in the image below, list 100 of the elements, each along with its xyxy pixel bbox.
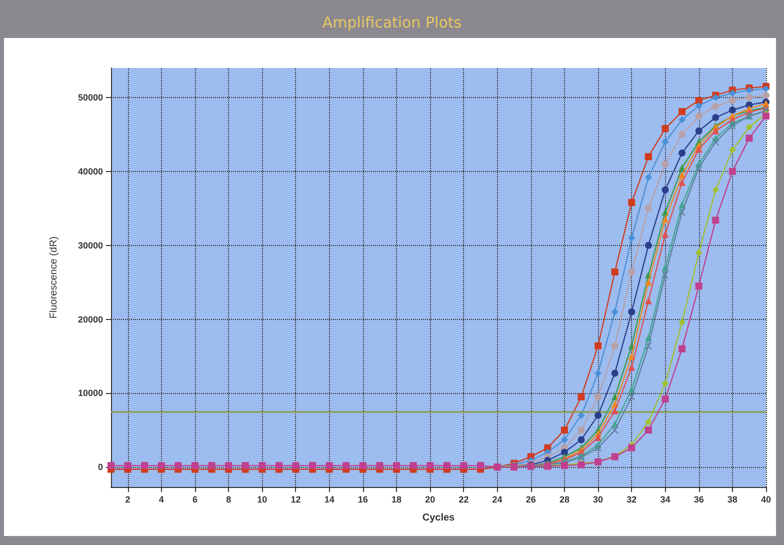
point bbox=[712, 138, 720, 146]
point bbox=[712, 102, 720, 110]
point bbox=[712, 114, 720, 122]
point bbox=[309, 462, 316, 470]
point bbox=[728, 146, 736, 154]
point bbox=[678, 149, 686, 156]
point bbox=[695, 112, 702, 120]
point bbox=[594, 412, 602, 419]
point bbox=[460, 462, 468, 470]
point bbox=[258, 462, 266, 470]
point bbox=[662, 271, 669, 278]
point bbox=[426, 462, 434, 470]
x-tick-label: 8 bbox=[226, 494, 232, 504]
x-tick-label: 2 bbox=[125, 494, 130, 504]
x-tick-label: 38 bbox=[727, 494, 738, 504]
point bbox=[476, 462, 484, 470]
x-tick-label: 32 bbox=[626, 494, 637, 504]
x-tick-label: 26 bbox=[526, 494, 536, 504]
point bbox=[628, 444, 636, 452]
point bbox=[644, 174, 652, 181]
point bbox=[644, 297, 652, 304]
y-tick-label: 40000 bbox=[78, 166, 103, 176]
point bbox=[326, 462, 333, 470]
x-tick-label: 40 bbox=[760, 494, 772, 504]
point bbox=[158, 462, 165, 470]
y-tick-label: 10000 bbox=[78, 388, 103, 398]
y-tick-label: 20000 bbox=[78, 314, 103, 324]
point bbox=[728, 122, 736, 130]
point bbox=[611, 268, 618, 276]
point bbox=[628, 364, 636, 371]
point bbox=[628, 198, 636, 206]
point bbox=[712, 216, 720, 224]
point bbox=[594, 434, 602, 441]
point bbox=[695, 102, 702, 110]
point bbox=[560, 426, 568, 434]
point bbox=[678, 108, 686, 116]
point bbox=[662, 186, 669, 194]
point bbox=[695, 97, 702, 104]
point bbox=[678, 164, 686, 172]
point bbox=[594, 370, 602, 377]
x-tick-label: 18 bbox=[392, 494, 402, 504]
point bbox=[678, 318, 686, 326]
point bbox=[746, 86, 753, 94]
x-tick-label: 10 bbox=[257, 494, 268, 504]
x-tick-label: 34 bbox=[660, 494, 670, 504]
point bbox=[611, 426, 618, 434]
point bbox=[662, 160, 669, 168]
point bbox=[393, 462, 400, 470]
point bbox=[644, 418, 652, 426]
x-tick-label: 22 bbox=[458, 494, 469, 504]
point bbox=[376, 462, 384, 470]
point bbox=[644, 204, 652, 212]
point bbox=[712, 127, 720, 134]
x-tick-label: 6 bbox=[192, 494, 198, 504]
point bbox=[695, 164, 702, 172]
point bbox=[644, 278, 652, 286]
point bbox=[695, 249, 702, 256]
point bbox=[746, 94, 753, 102]
point bbox=[410, 462, 417, 470]
point bbox=[762, 92, 770, 99]
point bbox=[594, 393, 602, 400]
point bbox=[712, 94, 720, 102]
point bbox=[242, 462, 249, 470]
chart-title: Amplification Plots bbox=[322, 14, 462, 32]
point bbox=[141, 462, 148, 470]
point bbox=[628, 308, 636, 316]
x-tick-label: 24 bbox=[492, 494, 502, 504]
point bbox=[191, 462, 198, 470]
point bbox=[644, 242, 652, 249]
point bbox=[728, 168, 736, 175]
point bbox=[174, 462, 182, 470]
y-tick-label: 0 bbox=[98, 462, 103, 472]
point bbox=[594, 342, 602, 350]
point bbox=[746, 134, 753, 142]
point bbox=[578, 412, 585, 419]
point bbox=[578, 393, 585, 400]
point bbox=[560, 436, 568, 444]
point bbox=[594, 444, 602, 452]
point bbox=[662, 138, 669, 146]
y-tick-label: 30000 bbox=[78, 240, 103, 250]
x-tick-label: 4 bbox=[158, 494, 164, 504]
point bbox=[611, 407, 618, 414]
point bbox=[712, 186, 720, 194]
x-tick-label: 28 bbox=[559, 494, 570, 504]
point bbox=[644, 426, 652, 434]
point bbox=[728, 97, 736, 104]
y-tick-label: 50000 bbox=[78, 92, 103, 103]
point bbox=[662, 396, 669, 403]
point bbox=[762, 112, 770, 120]
point bbox=[124, 462, 132, 470]
point bbox=[662, 230, 669, 238]
point bbox=[678, 345, 686, 352]
point bbox=[611, 370, 618, 377]
point bbox=[728, 90, 736, 97]
point bbox=[208, 462, 216, 470]
point bbox=[359, 462, 366, 470]
point bbox=[275, 462, 282, 470]
point bbox=[695, 127, 702, 134]
point bbox=[628, 234, 636, 242]
x-axis-title: Cycles bbox=[422, 512, 456, 524]
